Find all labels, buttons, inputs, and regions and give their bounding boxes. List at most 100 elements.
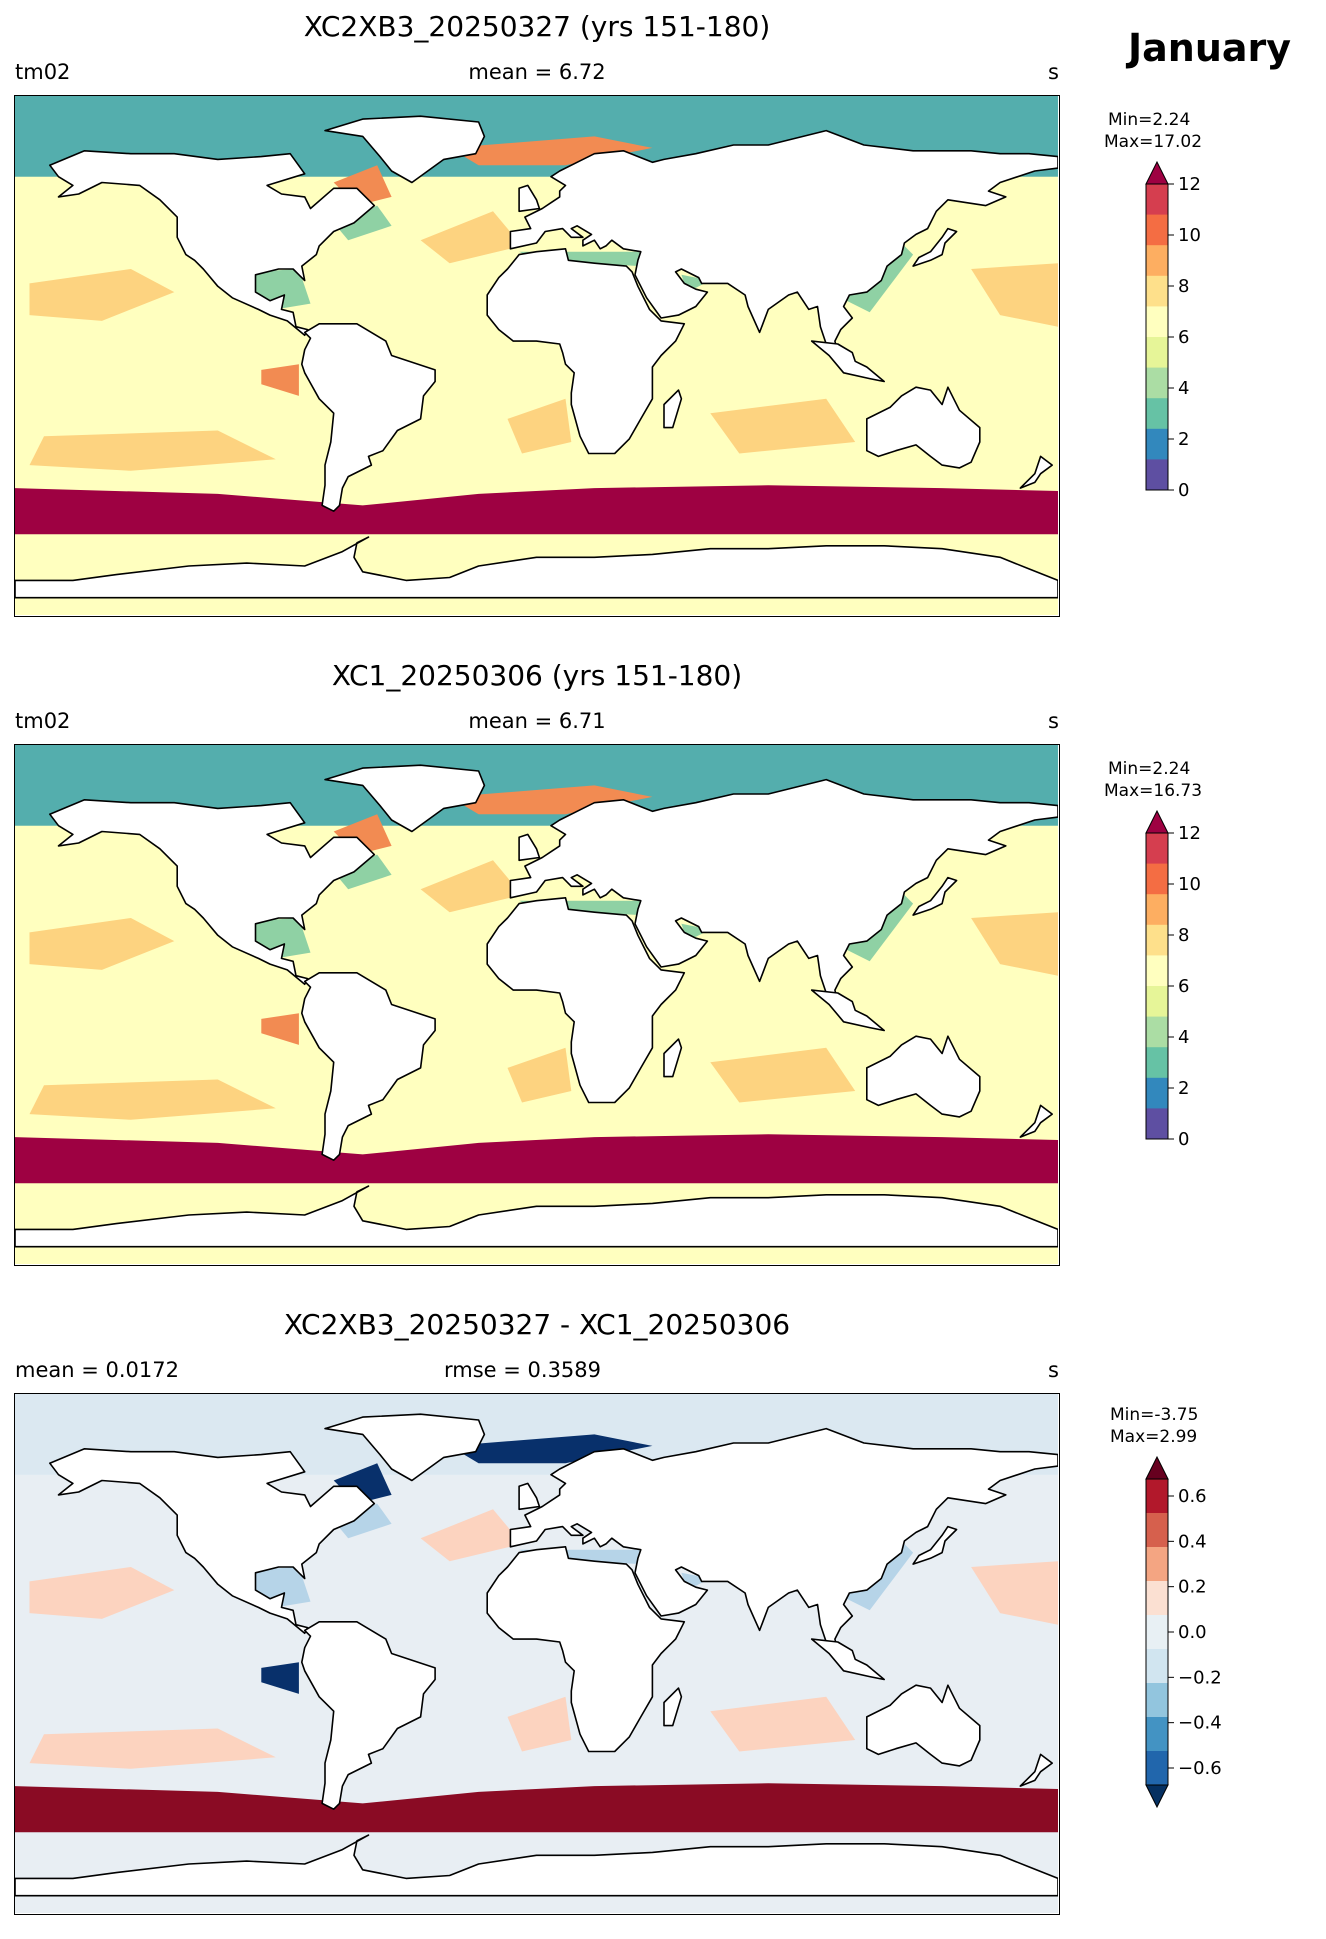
colorbar-tick-label: 10 bbox=[1178, 874, 1201, 895]
landmass-eurasia bbox=[509, 778, 1058, 1003]
panel-center-label-2: rmse = 0.3589 bbox=[444, 1358, 602, 1382]
landmass-europe-north bbox=[518, 184, 541, 213]
field-region-hot bbox=[261, 1013, 299, 1045]
field-region-hot bbox=[449, 136, 653, 166]
map-panel-1 bbox=[14, 744, 1060, 1266]
field-region-warm bbox=[420, 860, 522, 913]
colorbar-tick-label: 0 bbox=[1178, 480, 1189, 501]
colorbar-segment bbox=[1146, 184, 1168, 216]
field-region-warm bbox=[29, 1079, 276, 1120]
colorbar-segment bbox=[1146, 367, 1168, 399]
landmass-south-america bbox=[300, 1621, 436, 1811]
landmass-greenland bbox=[324, 1413, 486, 1482]
colorbar-segment bbox=[1146, 1077, 1168, 1109]
panel-title-0: XC2XB3_20250327 (yrs 151-180) bbox=[303, 10, 771, 43]
min-label-0: Min=2.24 bbox=[1108, 110, 1191, 130]
colorbar-segment bbox=[1146, 275, 1168, 307]
landmass-eurasia bbox=[509, 129, 1058, 354]
panel-title-2: XC2XB3_20250327 - XC1_20250306 bbox=[283, 1308, 791, 1341]
landmass-south-america bbox=[300, 323, 436, 513]
landmass-madagascar bbox=[663, 389, 683, 429]
colorbar-tick-label: 0.4 bbox=[1178, 1531, 1207, 1552]
colorbar-segment bbox=[1146, 1649, 1168, 1684]
colorbar-segment bbox=[1146, 1717, 1168, 1752]
field-region-hot bbox=[261, 1662, 299, 1694]
colorbar-segment bbox=[1146, 337, 1168, 369]
landmass-japan bbox=[912, 876, 958, 916]
colorbar-0: 12 10 8 6 4 2 0 bbox=[1145, 160, 1236, 501]
landmass-europe-north bbox=[518, 1482, 541, 1511]
colorbar-tick-label: 12 bbox=[1178, 174, 1201, 195]
colorbar-tick-label: −0.4 bbox=[1178, 1713, 1222, 1734]
field-region-warm bbox=[710, 398, 856, 454]
field-region-warm bbox=[29, 1567, 175, 1619]
colorbar-segment bbox=[1146, 924, 1168, 956]
colorbar-tick-label: 4 bbox=[1178, 378, 1189, 399]
field-region-warm bbox=[29, 918, 175, 970]
field-region-hot bbox=[449, 1434, 653, 1464]
colorbar-segment bbox=[1146, 955, 1168, 987]
field-region-southern bbox=[15, 1783, 1058, 1833]
colorbar-svg-1: 12 10 8 6 4 2 0 bbox=[1145, 809, 1201, 1150]
colorbar-segment bbox=[1146, 863, 1168, 895]
colorbar-tick-label: 0.2 bbox=[1178, 1577, 1207, 1598]
map-panel-0 bbox=[14, 95, 1060, 617]
colorbar-extend-max bbox=[1145, 809, 1169, 834]
panel-unit-0: s bbox=[1048, 60, 1059, 84]
colorbar-segment bbox=[1146, 894, 1168, 926]
panel-unit-1: s bbox=[1048, 709, 1059, 733]
min-label-2: Min=-3.75 bbox=[1110, 1405, 1199, 1425]
colorbar-segment bbox=[1146, 1047, 1168, 1079]
map-svg-0 bbox=[15, 96, 1058, 615]
landmass-new-zealand bbox=[1019, 455, 1053, 489]
colorbar-tick-label: −0.2 bbox=[1178, 1667, 1222, 1688]
map-svg-2 bbox=[15, 1394, 1058, 1913]
field-region-warm bbox=[507, 1047, 572, 1103]
colorbar-segment bbox=[1146, 1581, 1168, 1616]
panel-left-label-1: tm02 bbox=[15, 709, 71, 733]
landmass-madagascar bbox=[663, 1687, 683, 1727]
colorbar-segment bbox=[1146, 986, 1168, 1018]
colorbar-tick-label: 0.6 bbox=[1178, 1486, 1207, 1507]
landmass-eurasia bbox=[509, 1427, 1058, 1652]
field-region-hot bbox=[261, 364, 299, 396]
colorbar-segment bbox=[1146, 1479, 1168, 1514]
landmass-japan bbox=[912, 1525, 958, 1565]
colorbar-tick-label: −0.6 bbox=[1178, 1758, 1222, 1779]
colorbar-tick-label: 4 bbox=[1178, 1027, 1189, 1048]
field-region-warm bbox=[420, 211, 522, 264]
colorbar-segment bbox=[1146, 428, 1168, 460]
field-region-shelf bbox=[333, 1503, 392, 1539]
field-region-warm bbox=[710, 1047, 856, 1103]
field-region-warm bbox=[507, 398, 572, 454]
landmass-north-america bbox=[48, 1447, 376, 1635]
colorbar-tick-label: 0.0 bbox=[1178, 1622, 1207, 1643]
panel-unit-2: s bbox=[1048, 1358, 1059, 1382]
max-label-0: Max=17.02 bbox=[1104, 132, 1203, 152]
field-region-warm bbox=[971, 263, 1058, 327]
max-label-1: Max=16.73 bbox=[1104, 781, 1203, 801]
landmass-madagascar bbox=[663, 1038, 683, 1078]
field-region-warm bbox=[507, 1696, 572, 1752]
colorbar-segment bbox=[1146, 306, 1168, 338]
landmass-africa bbox=[486, 897, 686, 1104]
landmass-indonesia bbox=[810, 989, 886, 1032]
landmass-south-america bbox=[300, 972, 436, 1162]
landmass-africa bbox=[486, 1546, 686, 1753]
panel-center-label-0: mean = 6.72 bbox=[468, 60, 606, 84]
colorbar-segment bbox=[1146, 1108, 1168, 1140]
colorbar-extend-max bbox=[1145, 1455, 1169, 1480]
colorbar-segment bbox=[1146, 1683, 1168, 1718]
colorbar-tick-label: 8 bbox=[1178, 925, 1189, 946]
min-label-1: Min=2.24 bbox=[1108, 759, 1191, 779]
field-region-southern bbox=[15, 485, 1058, 535]
colorbar-extend-max bbox=[1145, 160, 1169, 185]
field-region-warm bbox=[29, 269, 175, 321]
landmass-indonesia bbox=[810, 340, 886, 383]
colorbar-segment bbox=[1146, 1615, 1168, 1650]
colorbar-tick-label: 12 bbox=[1178, 823, 1201, 844]
landmass-north-america bbox=[48, 149, 376, 337]
colorbar-segment bbox=[1146, 245, 1168, 277]
colorbar-segment bbox=[1146, 214, 1168, 246]
map-svg-1 bbox=[15, 745, 1058, 1264]
